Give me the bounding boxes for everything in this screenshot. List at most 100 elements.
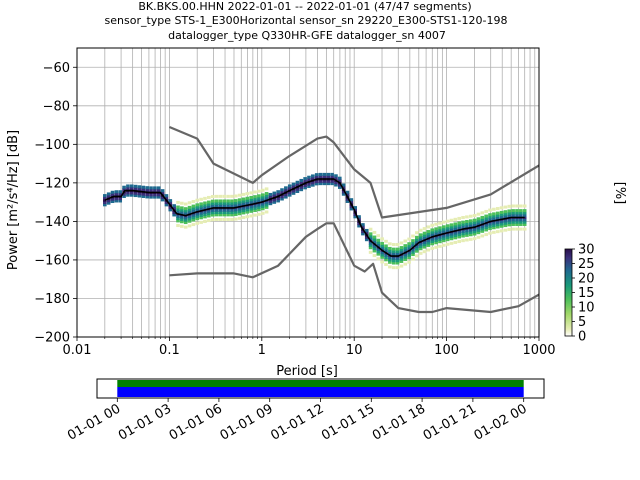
pdf-cell bbox=[495, 213, 500, 217]
pdf-cell bbox=[233, 208, 238, 212]
pdf-cell bbox=[430, 233, 435, 237]
pdf-cell bbox=[326, 179, 331, 183]
pdf-cell bbox=[480, 220, 485, 224]
pdf-cell bbox=[368, 232, 373, 236]
pdf-cell bbox=[499, 222, 504, 226]
pdf-cell bbox=[133, 184, 138, 188]
pdf-cell bbox=[160, 198, 165, 202]
pdf-cell bbox=[241, 211, 246, 215]
pdf-cell bbox=[195, 217, 200, 221]
pdf-cell bbox=[492, 207, 496, 211]
pdf-cell bbox=[241, 197, 246, 201]
coverage-green-bar bbox=[117, 380, 524, 387]
pdf-cell bbox=[260, 195, 265, 199]
pdf-cell bbox=[218, 204, 223, 208]
pdf-cell bbox=[457, 226, 462, 230]
pdf-cell bbox=[153, 188, 157, 192]
x-tick-label: 0.1 bbox=[159, 343, 180, 358]
pdf-cell bbox=[476, 235, 481, 239]
pdf-cell bbox=[476, 231, 481, 235]
pdf-cell bbox=[280, 188, 284, 192]
pdf-cell bbox=[307, 175, 311, 179]
pdf-cell bbox=[334, 183, 338, 187]
pdf-cell bbox=[334, 174, 338, 178]
pdf-cell bbox=[180, 208, 184, 212]
pdf-cell bbox=[503, 212, 508, 216]
colorbar-tick-label: 30 bbox=[578, 243, 595, 258]
pdf-cell bbox=[230, 194, 234, 198]
pdf-cell bbox=[415, 254, 419, 258]
pdf-cell bbox=[307, 178, 311, 182]
pdf-cell bbox=[445, 219, 450, 223]
pdf-cell bbox=[241, 209, 246, 213]
pdf-cell bbox=[303, 184, 307, 188]
pdf-cell bbox=[391, 249, 396, 253]
pdf-cell bbox=[430, 242, 435, 246]
pdf-cell bbox=[522, 218, 527, 222]
pdf-cell bbox=[176, 224, 180, 228]
pdf-cell bbox=[318, 179, 323, 183]
pdf-cell bbox=[445, 235, 450, 239]
pdf-cell bbox=[380, 255, 384, 259]
pdf-cell bbox=[395, 249, 400, 253]
pdf-cell bbox=[210, 211, 215, 215]
pdf-cell bbox=[149, 186, 153, 190]
pdf-cell bbox=[438, 235, 442, 239]
pdf-cell bbox=[233, 217, 238, 221]
pdf-cell bbox=[434, 229, 438, 233]
pdf-cell bbox=[106, 201, 111, 205]
pdf-cell bbox=[199, 204, 203, 208]
pdf-cell bbox=[241, 216, 246, 220]
pdf-cell bbox=[180, 224, 184, 228]
pdf-cell bbox=[257, 189, 261, 193]
pdf-cell bbox=[364, 238, 369, 242]
pdf-cell bbox=[515, 209, 519, 213]
pdf-cell bbox=[384, 244, 388, 248]
pdf-cell bbox=[176, 210, 180, 214]
pdf-cell bbox=[245, 199, 250, 203]
pdf-cell bbox=[384, 262, 388, 266]
pdf-cell bbox=[210, 199, 215, 203]
pdf-cell bbox=[126, 186, 130, 190]
x-tick-label: 100 bbox=[434, 343, 459, 358]
pdf-cell bbox=[511, 209, 515, 213]
pdf-cell bbox=[468, 230, 473, 234]
pdf-cell bbox=[145, 186, 149, 190]
pdf-cell bbox=[172, 206, 176, 210]
pdf-cell bbox=[168, 199, 173, 203]
pdf-cell bbox=[407, 253, 411, 257]
pdf-cell bbox=[137, 192, 142, 196]
pdf-cell bbox=[334, 181, 338, 185]
pdf-cell bbox=[214, 201, 219, 205]
pdf-cell bbox=[203, 210, 207, 214]
pdf-cell bbox=[399, 241, 404, 245]
pdf-cell bbox=[264, 210, 269, 214]
pdf-cell bbox=[391, 243, 396, 247]
pdf-cell bbox=[395, 247, 400, 251]
pdf-cell bbox=[507, 209, 512, 213]
pdf-cell bbox=[515, 222, 519, 226]
pdf-cell bbox=[145, 195, 149, 199]
pdf-cell bbox=[260, 211, 265, 215]
pdf-cell bbox=[207, 205, 211, 209]
x-axis-ticks: 0.01 0.1 1 10 100 1000 bbox=[63, 337, 556, 358]
pdf-cell bbox=[388, 242, 392, 246]
pdf-cell bbox=[492, 216, 496, 220]
pdf-cell bbox=[160, 191, 165, 195]
pdf-cell bbox=[357, 222, 361, 226]
pdf-cell bbox=[430, 237, 435, 241]
pdf-cell bbox=[453, 222, 458, 226]
pdf-cell bbox=[245, 208, 250, 212]
pdf-cell bbox=[191, 206, 196, 210]
pdf-cell bbox=[519, 204, 523, 208]
pdf-cell bbox=[118, 190, 123, 194]
pdf-cell bbox=[245, 192, 250, 196]
pdf-cell bbox=[368, 241, 373, 245]
pdf-cell bbox=[307, 184, 311, 188]
colorbar-tick-label: 15 bbox=[578, 286, 595, 301]
pdf-cell bbox=[276, 197, 280, 201]
pdf-cell bbox=[438, 228, 442, 232]
pdf-cell bbox=[203, 196, 207, 200]
pdf-cell bbox=[519, 213, 523, 217]
